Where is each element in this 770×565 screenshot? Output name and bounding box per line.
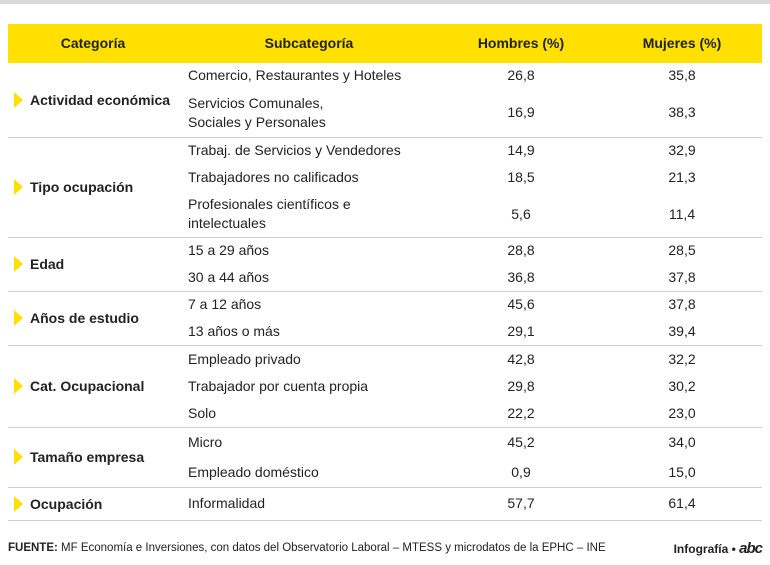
mujeres: 23,0 [668, 405, 696, 421]
mujeres: 11,4 [668, 205, 696, 222]
hombres: 45,6 [507, 296, 535, 312]
group-line [8, 427, 762, 428]
category: Tipo ocupación [30, 179, 134, 195]
group-line [8, 291, 762, 292]
header-cell: Subcategoría [264, 35, 354, 51]
logo: abc [739, 540, 763, 557]
arrow [14, 495, 23, 512]
footer-label: FUENTE: [8, 542, 58, 554]
credit: Infografía • abc [673, 540, 763, 557]
hombres: 36,8 [507, 269, 535, 285]
mujeres: 15,0 [668, 463, 696, 480]
hombres: 28,8 [507, 242, 535, 258]
hombres: 16,9 [507, 104, 535, 120]
subcategory: Comercio, Restaurantes y Hoteles [188, 67, 402, 83]
header-cell: Categoría [60, 35, 126, 51]
header-cell: Mujeres (%) [642, 35, 722, 51]
subcategory: Trabajador por cuenta propia [188, 378, 369, 394]
subcategory: Empleado privado [188, 350, 301, 367]
hombres: 14,9 [507, 141, 535, 158]
mujeres: 32,2 [668, 350, 696, 367]
hombres: 22,2 [507, 405, 535, 421]
footer-source: FUENTE: MF Economía e Inversiones, con d… [8, 542, 606, 554]
mujeres: 30,2 [668, 378, 696, 394]
hombres: 42,8 [507, 350, 535, 367]
arrow [14, 92, 23, 108]
mujeres: 32,9 [668, 141, 696, 158]
category: Tamaño empresa [30, 449, 145, 465]
group-line [8, 345, 762, 346]
hombres: 29,8 [507, 378, 535, 394]
mujeres: 39,4 [668, 323, 696, 339]
arrow [14, 378, 23, 394]
mujeres: 38,3 [668, 104, 696, 120]
hombres: 45,2 [507, 433, 535, 450]
hombres: 0,9 [511, 463, 531, 480]
arrow [14, 256, 23, 272]
header-band [8, 24, 762, 63]
subcategory: Trabaj. de Servicios y Vendedores [188, 141, 401, 158]
category: Años de estudio [30, 310, 139, 326]
subcategory: Micro [188, 433, 223, 450]
category: Ocupación [30, 495, 103, 512]
hombres: 29,1 [507, 323, 535, 339]
subcategory: Servicios Comunales, Sociales y Personal… [188, 94, 326, 130]
mujeres: 37,8 [668, 269, 696, 285]
subcategory: 13 años o más [188, 323, 280, 339]
subcategory: Trabajadores no calificados [188, 168, 359, 185]
subcategory: 30 a 44 años [188, 269, 269, 285]
group-line [8, 520, 762, 521]
group-line [8, 137, 762, 138]
subcategory: Solo [188, 405, 217, 421]
credit-text: Infografía • [673, 542, 736, 556]
subcategory: Profesionales científicos e intelectuale… [188, 196, 351, 231]
header-cell: Hombres (%) [477, 35, 565, 51]
arrow [14, 310, 23, 326]
category: Edad [30, 256, 65, 272]
footer-text: MF Economía e Inversiones, con datos del… [57, 542, 606, 554]
subcategory: Empleado doméstico [188, 463, 319, 480]
category: Actividad económica [30, 92, 171, 108]
hombres: 26,8 [507, 67, 535, 83]
mujeres: 28,5 [668, 242, 696, 258]
category: Cat. Ocupacional [30, 378, 145, 394]
mujeres: 21,3 [668, 168, 696, 185]
group-line [8, 487, 762, 488]
top-bar [0, 0, 770, 4]
arrow [14, 449, 23, 465]
subcategory: Informalidad [188, 495, 266, 511]
mujeres: 35,8 [668, 67, 696, 83]
mujeres: 34,0 [668, 433, 696, 450]
subcategory: 7 a 12 años [188, 296, 262, 312]
hombres: 18,5 [507, 168, 535, 185]
mujeres: 61,4 [668, 495, 696, 511]
subcategory: 15 a 29 años [188, 242, 269, 258]
arrow [14, 179, 23, 195]
hombres: 5,6 [511, 205, 531, 222]
mujeres: 37,8 [668, 296, 696, 312]
hombres: 57,7 [507, 495, 535, 511]
group-line [8, 237, 762, 238]
